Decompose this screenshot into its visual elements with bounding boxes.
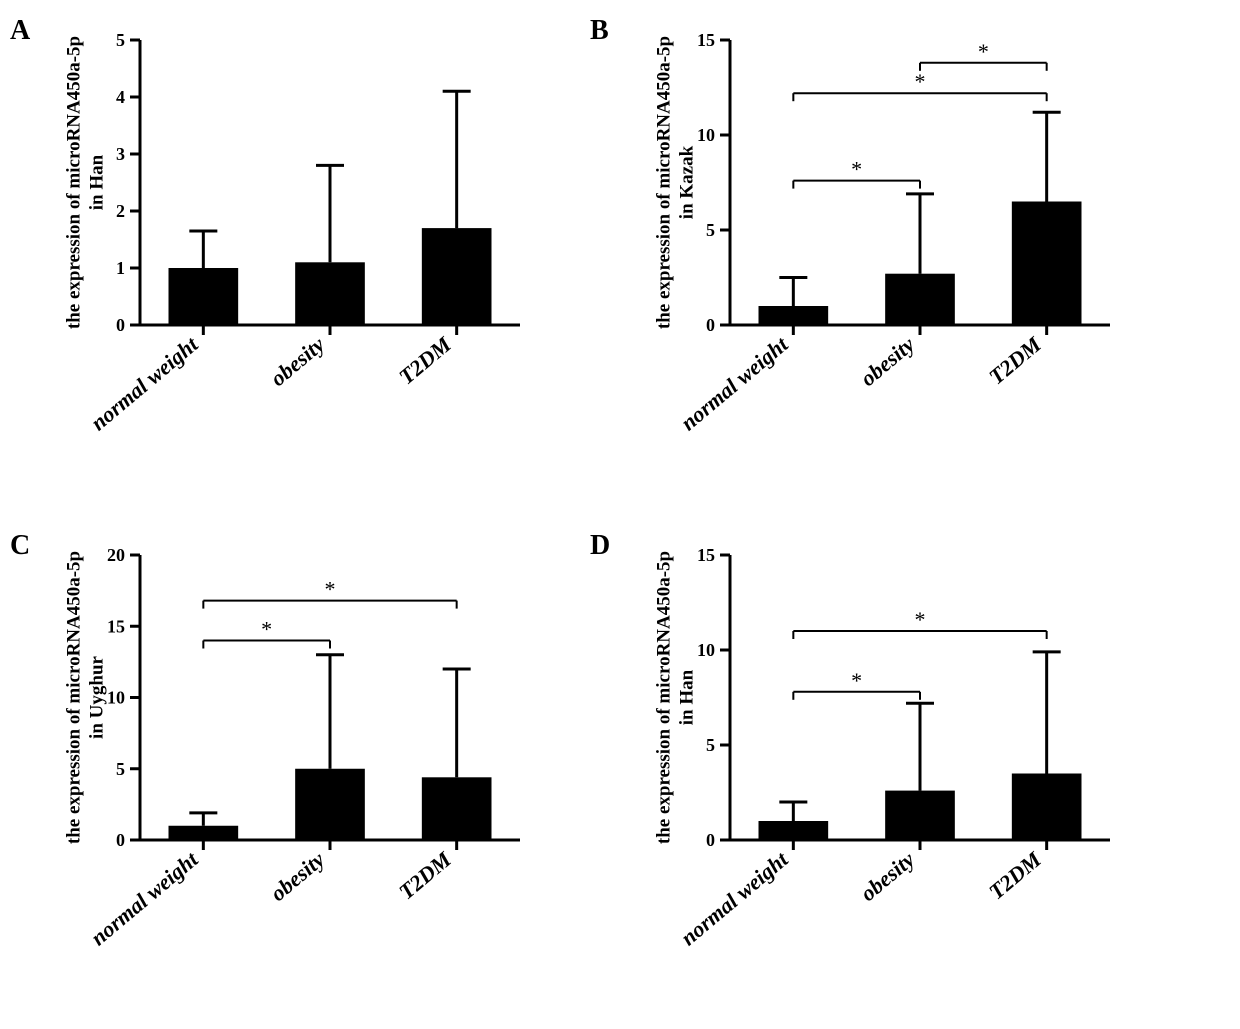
panel-c-label: C [10,530,30,562]
svg-text:10: 10 [697,125,715,145]
svg-text:15: 15 [697,545,715,565]
bar [169,826,239,840]
svg-text:obesity: obesity [855,332,919,391]
svg-text:5: 5 [116,30,125,50]
svg-text:obesity: obesity [855,847,919,906]
bar [422,777,492,840]
svg-text:1: 1 [116,258,125,278]
svg-text:the expression of microRNA450a: the expression of microRNA450a-5pin Uygh… [64,551,108,844]
bar [1012,774,1082,841]
svg-text:the expression of microRNA450a: the expression of microRNA450a-5pin Kaza… [654,36,698,329]
svg-text:the expression of microRNA450a: the expression of microRNA450a-5pin Han [64,36,108,329]
panel-a-chart: 012345normal weightobesityT2DMthe expres… [70,20,590,490]
svg-text:0: 0 [706,830,715,850]
svg-text:0: 0 [116,830,125,850]
bar [1012,202,1082,326]
bar [422,228,492,325]
svg-text:*: * [261,617,272,642]
svg-text:15: 15 [697,30,715,50]
panel-c-chart: 05101520normal weightobesityT2DM**the ex… [70,535,590,1005]
svg-text:normal weight: normal weight [86,331,203,435]
svg-text:*: * [915,607,926,632]
svg-text:T2DM: T2DM [394,331,457,390]
svg-text:*: * [915,69,926,94]
bar [885,274,955,325]
panel-d-label: D [590,530,610,562]
svg-text:*: * [978,39,989,64]
bar [885,791,955,840]
svg-text:4: 4 [116,87,125,107]
svg-text:*: * [325,577,336,602]
panel-a-label: A [10,15,30,47]
svg-text:3: 3 [116,144,125,164]
svg-text:2: 2 [116,201,125,221]
panel-d-chart: 051015normal weightobesityT2DM**the expr… [660,535,1180,1005]
svg-text:5: 5 [706,735,715,755]
svg-text:normal weight: normal weight [676,331,793,435]
bar [759,306,829,325]
svg-text:15: 15 [107,616,125,636]
svg-text:T2DM: T2DM [984,846,1047,905]
bar [295,262,365,325]
figure-container: { "panels":{ "A":{"label":"A","x":10,"y"… [0,0,1240,1029]
svg-text:obesity: obesity [265,332,329,391]
bar [759,821,829,840]
svg-text:the expression of microRNA450a: the expression of microRNA450a-5pin Han [654,551,698,844]
svg-text:obesity: obesity [265,847,329,906]
svg-text:0: 0 [116,315,125,335]
svg-text:20: 20 [107,545,125,565]
svg-text:5: 5 [706,220,715,240]
bar [295,769,365,840]
panel-b-chart: 051015normal weightobesityT2DM***the exp… [660,20,1180,490]
svg-text:10: 10 [697,640,715,660]
svg-text:*: * [851,668,862,693]
panel-b-label: B [590,15,609,47]
svg-text:10: 10 [107,688,125,708]
svg-text:T2DM: T2DM [394,846,457,905]
bar [169,268,239,325]
svg-text:normal weight: normal weight [676,846,793,950]
svg-text:5: 5 [116,759,125,779]
svg-text:*: * [851,157,862,182]
svg-text:T2DM: T2DM [984,331,1047,390]
svg-text:normal weight: normal weight [86,846,203,950]
svg-text:0: 0 [706,315,715,335]
